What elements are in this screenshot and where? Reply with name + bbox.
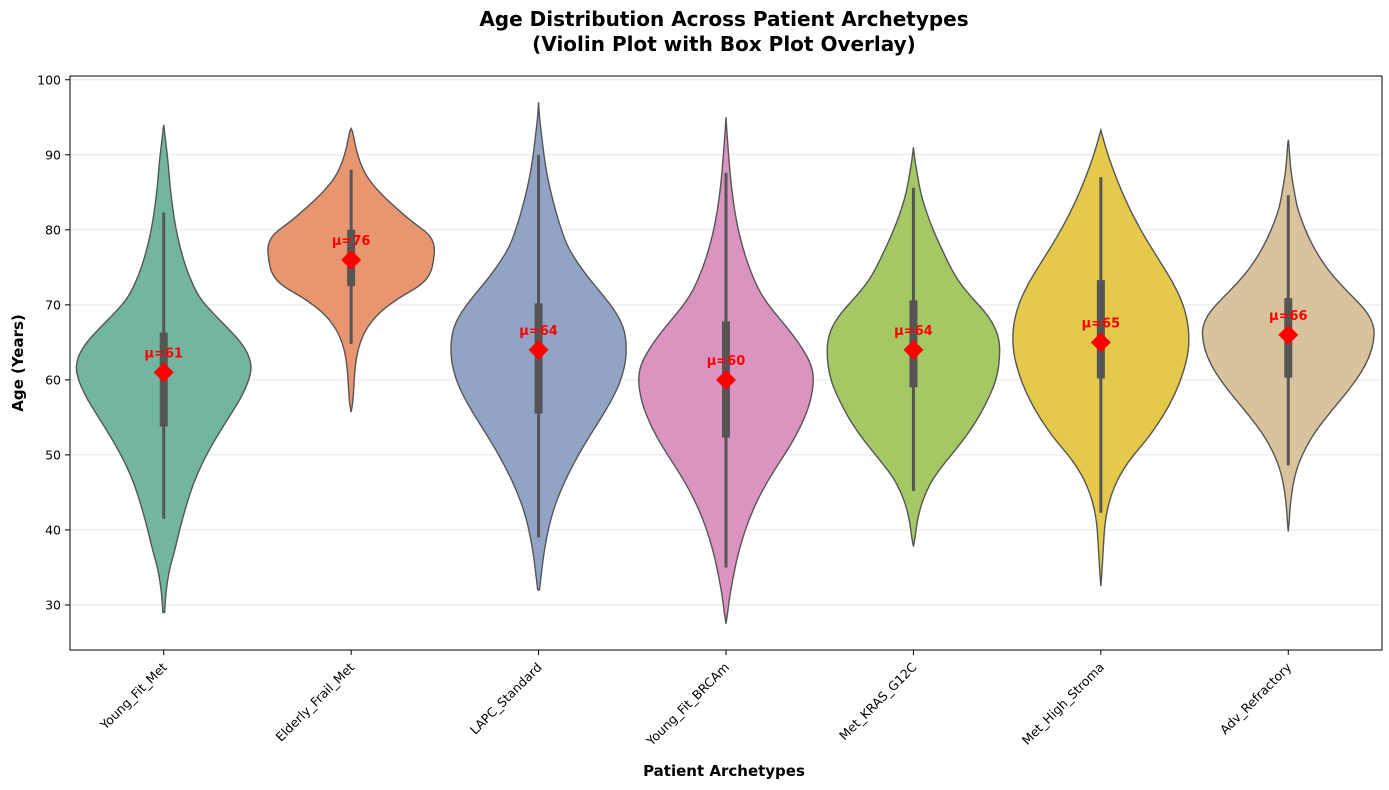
x-tick-label: Adv_Refractory <box>1217 659 1295 737</box>
y-tick-label: 50 <box>45 447 61 462</box>
box-iqr <box>1096 280 1105 379</box>
x-tick-label: LAPC_Standard <box>467 660 545 738</box>
y-tick-label: 90 <box>45 147 61 162</box>
y-axis-ticks: 30 40 50 60 70 80 90 100 <box>37 72 70 612</box>
mean-label: μ=76 <box>332 234 371 249</box>
mean-marker <box>1278 324 1299 345</box>
mean-label: μ=66 <box>1269 309 1308 324</box>
mean-label: μ=65 <box>1082 316 1121 331</box>
x-tick-label: Elderly_Frail_Met <box>272 659 357 744</box>
x-tick-label: Met_High_Stroma <box>1019 660 1107 748</box>
chart-title-line2: (Violin Plot with Box Plot Overlay) <box>532 32 916 56</box>
y-tick-label: 80 <box>45 222 61 237</box>
y-tick-label: 60 <box>45 372 61 387</box>
mean-marker <box>153 362 174 383</box>
y-tick-label: 30 <box>45 597 61 612</box>
chart-title-line1: Age Distribution Across Patient Archetyp… <box>479 7 968 31</box>
y-axis-label: Age (Years) <box>9 314 27 412</box>
mean-label: μ=64 <box>894 324 933 339</box>
x-tick-label: Young_Fit_Met <box>96 659 170 733</box>
y-tick-label: 40 <box>45 522 61 537</box>
x-axis-ticks: Young_Fit_Met Elderly_Frail_Met LAPC_Stand… <box>96 650 1295 750</box>
mean-markers: μ=61 μ=76 μ=64 μ=60 μ=64 μ=65 μ=66 <box>144 234 1308 390</box>
mean-label: μ=60 <box>707 354 746 369</box>
x-tick-label: Young_Fit_BRCAm <box>643 660 733 750</box>
x-tick-label: Met_KRAS_G12C <box>836 659 920 743</box>
x-axis-label: Patient Archetypes <box>643 762 805 780</box>
mean-marker <box>903 339 924 360</box>
mean-marker <box>528 339 549 360</box>
y-tick-label: 70 <box>45 297 61 312</box>
mean-marker <box>716 369 736 390</box>
mean-label: μ=61 <box>144 346 183 361</box>
mean-marker <box>341 249 362 270</box>
mean-marker <box>1090 332 1111 353</box>
y-tick-label: 100 <box>37 72 61 87</box>
mean-label: μ=64 <box>519 324 558 339</box>
